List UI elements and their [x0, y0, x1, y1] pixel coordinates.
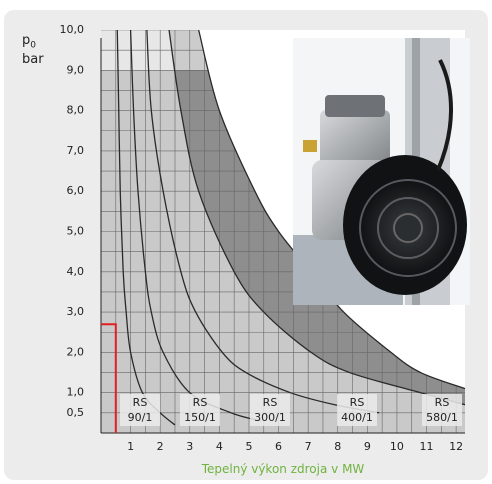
x-tick-label: 8: [334, 440, 341, 453]
x-tick-label: 6: [275, 440, 282, 453]
y-label-symbol: p: [22, 33, 31, 48]
x-tick-label: 10: [390, 440, 404, 453]
y-tick-label: 3,0: [67, 305, 85, 318]
x-tick-label: 7: [305, 440, 312, 453]
series-label: RS 300/1: [250, 394, 290, 426]
x-tick-label: 12: [449, 440, 463, 453]
curve: [168, 29, 466, 406]
series-label: RS 150/1: [180, 394, 220, 426]
y-tick-label: 7,0: [67, 144, 85, 157]
y-tick-label: 10,0: [60, 23, 85, 36]
series-label: RS 90/1: [120, 394, 160, 426]
y-axis-label: p0 bar: [22, 34, 44, 66]
y-tick-label: 4,0: [67, 265, 85, 278]
series-label: RS 580/1: [422, 394, 462, 426]
y-tick-label: 0,5: [67, 406, 85, 419]
y-tick-label: 6,0: [67, 184, 85, 197]
y-tick-label: 2,0: [67, 345, 85, 358]
y-label-subscript: 0: [30, 40, 36, 51]
y-tick-label: 8,0: [67, 104, 85, 117]
y-tick-label: 9,0: [67, 63, 85, 76]
x-tick-label: 11: [420, 440, 434, 453]
x-tick-label: 9: [364, 440, 371, 453]
compressor-photo: [293, 38, 470, 305]
x-tick-label: 1: [127, 440, 134, 453]
x-tick-label: 5: [245, 440, 252, 453]
x-tick-label: 2: [157, 440, 164, 453]
curve: [146, 29, 380, 414]
x-tick-label: 4: [216, 440, 223, 453]
y-label-unit: bar: [22, 51, 44, 67]
x-axis-label: Tepelný výkon zdroja v MW: [201, 462, 365, 476]
y-tick-label: 1,0: [67, 386, 85, 399]
x-tick-label: 3: [186, 440, 193, 453]
y-tick-label: 5,0: [67, 225, 85, 238]
highlight-line: [101, 323, 117, 433]
series-label: RS 400/1: [337, 394, 377, 426]
